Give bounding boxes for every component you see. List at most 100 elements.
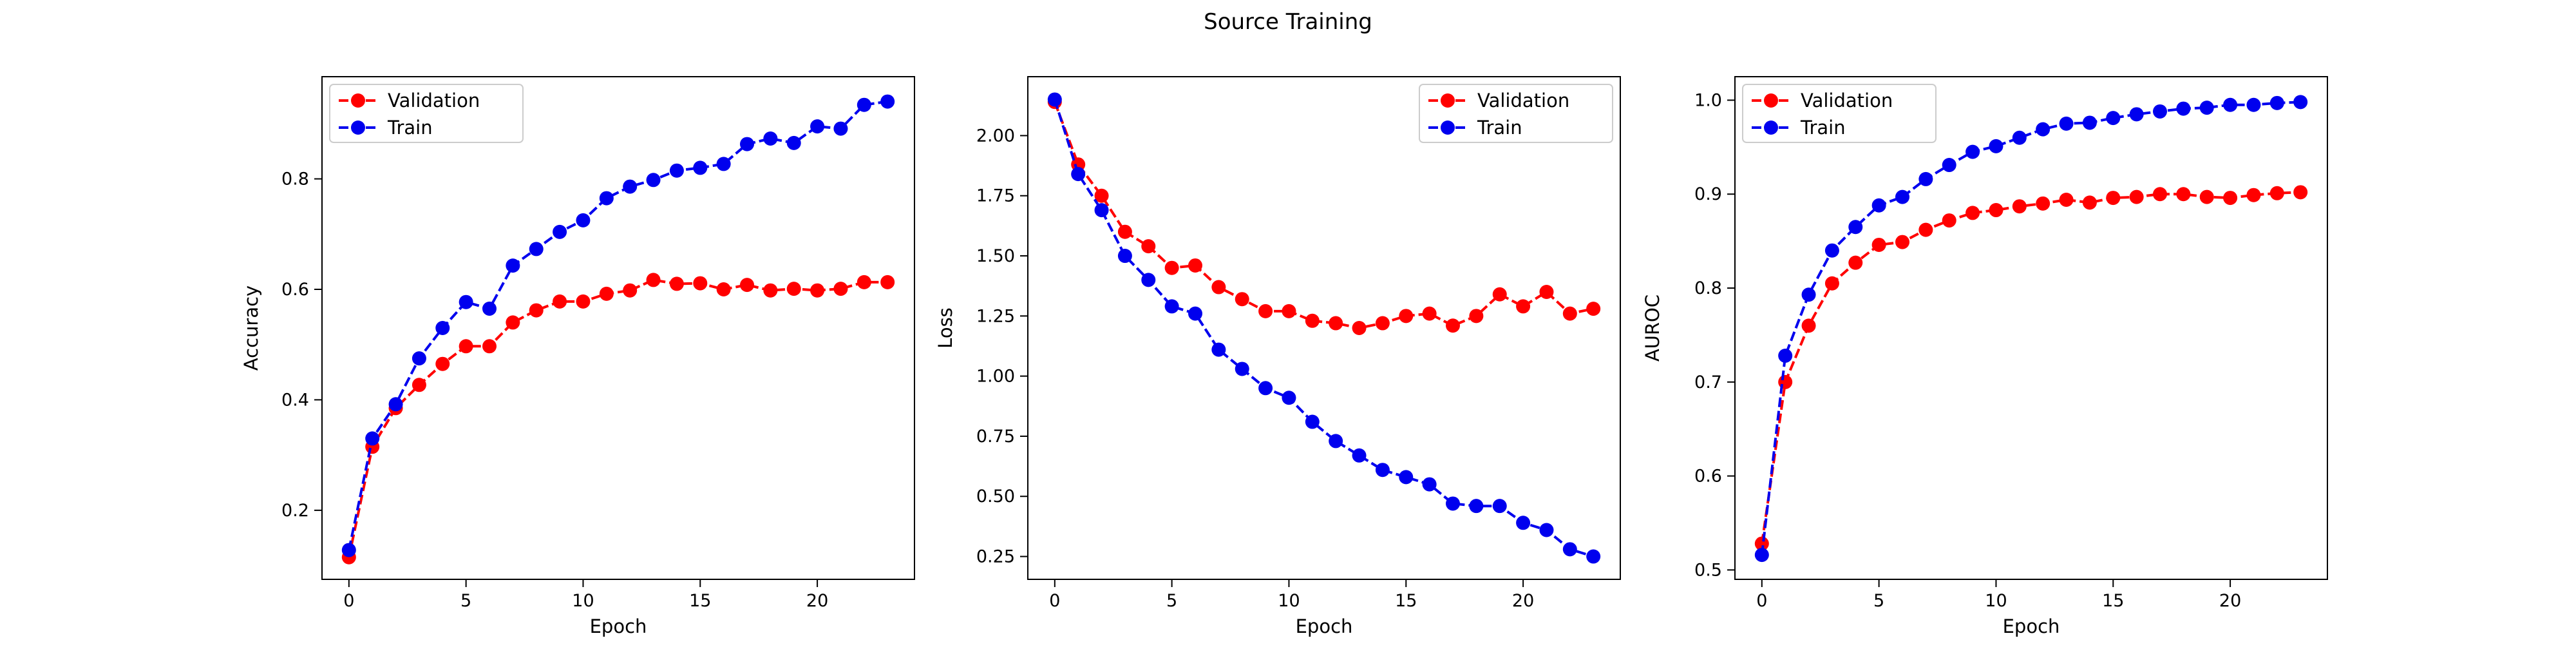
train-point: [786, 135, 801, 150]
validation-point: [669, 276, 684, 291]
validation-point: [763, 283, 778, 298]
train-point: [857, 97, 871, 112]
validation-point: [1539, 285, 1554, 300]
validation-point: [810, 283, 825, 298]
validation-point: [1824, 276, 1839, 291]
train-point: [1258, 381, 1273, 396]
validation-point: [1188, 258, 1202, 273]
subplot-1: 0 5 10 15 20 0.2 0.4 0.6 0.8 Epoch Accuracy Validat…: [240, 76, 915, 637]
validation-point: [1282, 304, 1296, 318]
train-point: [880, 94, 895, 109]
train-point: [1188, 306, 1202, 321]
legend-box: [1419, 84, 1613, 143]
train-point: [1117, 249, 1132, 264]
validation-point: [2153, 187, 2167, 202]
train-point: [1918, 171, 1933, 186]
validation-point: [740, 278, 754, 293]
validation-point: [1801, 318, 1816, 333]
x-tick-label: 5: [460, 591, 471, 611]
train-point: [1071, 167, 1086, 182]
x-tick-label: 20: [2219, 591, 2241, 611]
x-tick-label: 0: [1049, 591, 1060, 611]
validation-point: [1562, 306, 1577, 321]
subplot-2: 0 5 10 15 20 0.25 0.50 0.75 1.00 1.25 1.50 1.75 2.00…: [934, 76, 1621, 637]
plot-area: [1734, 76, 2328, 580]
train-point: [2176, 101, 2191, 116]
validation-point: [1375, 316, 1390, 331]
train-point: [576, 213, 591, 227]
y-tick-label: 0.6: [1694, 467, 1722, 487]
legend-marker-validation: [1764, 93, 1778, 108]
validation-point: [1305, 313, 1320, 328]
figure-title: Source Training: [1204, 9, 1372, 35]
train-point: [506, 258, 520, 273]
validation-point: [553, 294, 567, 309]
y-tick-label: 0.50: [976, 487, 1015, 507]
legend: Validation Train: [1419, 84, 1613, 143]
x-tick-label: 10: [1278, 591, 1300, 611]
validation-point: [506, 315, 520, 330]
train-point: [1352, 448, 1367, 463]
train-point: [693, 160, 708, 175]
validation-point: [1211, 280, 1226, 295]
legend-label-train: Train: [1800, 117, 1846, 139]
validation-point: [1258, 304, 1273, 318]
train-point: [2269, 95, 2284, 110]
validation-point: [1094, 188, 1109, 203]
legend-box: [1742, 84, 1937, 143]
validation-point: [2176, 187, 2191, 202]
subplot-3: 0 5 10 15 20 0.5 0.6 0.7 0.8 0.9 1.0 Epoch AUROC Vali…: [1642, 76, 2328, 637]
validation-point: [1848, 255, 1863, 270]
train-point: [2059, 116, 2074, 131]
validation-point: [1918, 222, 1933, 237]
y-axis-label: AUROC: [1642, 295, 1663, 362]
train-point: [716, 157, 731, 171]
validation-point: [2223, 191, 2238, 206]
validation-point: [1329, 316, 1343, 331]
legend-marker-train: [1441, 121, 1455, 135]
x-tick-label: 15: [689, 591, 711, 611]
validation-point: [1492, 287, 1507, 302]
validation-point: [1235, 292, 1249, 307]
y-tick-label: 1.75: [976, 186, 1015, 206]
validation-point: [1989, 203, 2003, 218]
y-tick-label: 1.0: [1694, 90, 1722, 110]
x-axis-label: Epoch: [1296, 615, 1353, 637]
legend: Validation Train: [1742, 84, 1937, 143]
train-point: [2153, 104, 2167, 119]
validation-point: [1516, 299, 1531, 314]
validation-point: [2269, 186, 2284, 200]
validation-point: [576, 294, 591, 309]
legend-label-validation: Validation: [388, 90, 480, 111]
train-point: [1562, 542, 1577, 557]
x-axis-label: Epoch: [2003, 615, 2060, 637]
train-point: [2246, 97, 2261, 112]
validation-point: [459, 339, 473, 354]
validation-point: [2059, 192, 2074, 207]
train-point: [1942, 158, 1956, 173]
validation-point: [1469, 309, 1484, 324]
train-point: [1305, 414, 1320, 429]
x-tick-label: 15: [2102, 591, 2124, 611]
x-tick-label: 0: [343, 591, 354, 611]
y-tick-label: 0.25: [976, 547, 1015, 567]
x-tick-label: 10: [572, 591, 594, 611]
train-point: [1871, 198, 1886, 213]
validation-point: [623, 283, 638, 298]
train-point: [2106, 111, 2121, 126]
validation-point: [1117, 224, 1132, 239]
y-tick-label: 0.8: [1694, 278, 1722, 298]
legend-marker-validation: [351, 93, 365, 108]
train-point: [553, 224, 567, 239]
train-point: [1586, 549, 1601, 564]
train-point: [1141, 273, 1156, 287]
train-point: [435, 321, 450, 335]
validation-point: [646, 273, 661, 287]
y-tick-label: 2.00: [976, 126, 1015, 146]
x-tick-label: 10: [1985, 591, 2007, 611]
x-tick-label: 20: [806, 591, 828, 611]
plot-area: [321, 76, 915, 580]
train-point: [740, 137, 754, 151]
x-tick-label: 5: [1873, 591, 1884, 611]
